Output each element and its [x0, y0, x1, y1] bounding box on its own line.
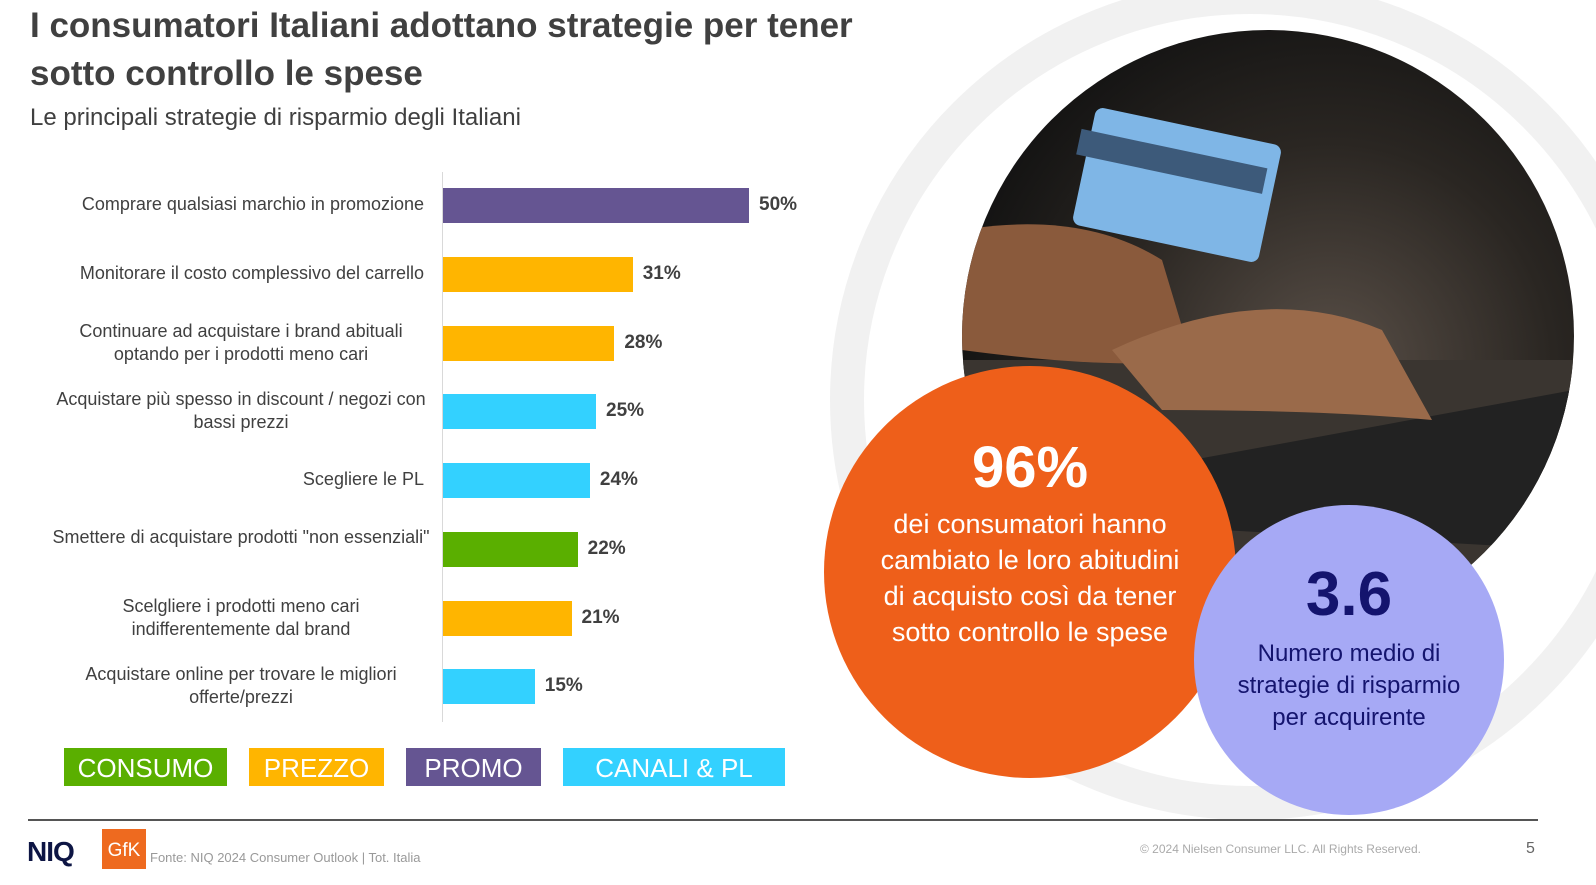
- legend-item: CONSUMO: [64, 748, 227, 786]
- stat-circle-96: 96% dei consumatori hanno cambiato le lo…: [824, 366, 1236, 778]
- value-label: 15%: [544, 675, 583, 696]
- category-label: Monitorare il costo complessivo del carr…: [79, 263, 424, 283]
- category-label: Smettere di acquistare prodotti "non ess…: [52, 527, 430, 547]
- category-label: Acquistare online per trovare le miglior…: [85, 664, 397, 707]
- value-label: 25%: [606, 400, 645, 421]
- category-label: Scegliere le PL: [302, 469, 424, 489]
- stat-text: Numero medio di strategie di risparmio p…: [1237, 640, 1461, 731]
- value-label: 28%: [624, 332, 663, 353]
- value-label: 50%: [759, 194, 798, 215]
- category-label: Comprare qualsiasi marchio in promozione: [81, 194, 424, 214]
- bar: [443, 188, 749, 223]
- value-label: 24%: [599, 469, 638, 490]
- stat-value: 96%: [971, 435, 1089, 500]
- bar: [443, 257, 633, 292]
- value-label: 22%: [587, 538, 626, 559]
- stat-value: 3.6: [1305, 560, 1393, 629]
- bar: [443, 532, 578, 567]
- chart-axis: [442, 172, 443, 722]
- bar: [443, 394, 596, 429]
- value-label: 31%: [642, 263, 681, 284]
- bar: [443, 601, 572, 636]
- bar: [443, 669, 535, 704]
- page-number: 5: [1526, 840, 1535, 857]
- category-label: Continuare ad acquistare i brand abitual…: [79, 321, 403, 364]
- legend-item: CANALI & PL: [563, 748, 785, 786]
- stat-circle-3-6: 3.6 Numero medio di strategie di risparm…: [1194, 505, 1504, 815]
- source-note: Fonte: NIQ 2024 Consumer Outlook | Tot. …: [150, 850, 421, 865]
- legend-item: PROMO: [406, 748, 541, 786]
- category-label: Scelgliere i prodotti meno cari indiffer…: [122, 596, 360, 639]
- value-label: 21%: [581, 607, 620, 628]
- stat-text: dei consumatori hanno cambiato le loro a…: [880, 509, 1180, 647]
- bar: [443, 326, 615, 361]
- niq-logo: NIQ: [27, 836, 75, 867]
- page-subtitle: Le principali strategie di risparmio deg…: [30, 104, 521, 131]
- category-label: Acquistare più spesso in discount / nego…: [56, 389, 426, 432]
- gfk-logo: GfK: [102, 829, 146, 869]
- bar: [443, 463, 590, 498]
- footer-divider: [28, 819, 1538, 821]
- page-title: I consumatori Italiani adottano strategi…: [30, 6, 853, 93]
- copyright: © 2024 Nielsen Consumer LLC. All Rights …: [1140, 842, 1421, 856]
- legend-item: PREZZO: [249, 748, 384, 786]
